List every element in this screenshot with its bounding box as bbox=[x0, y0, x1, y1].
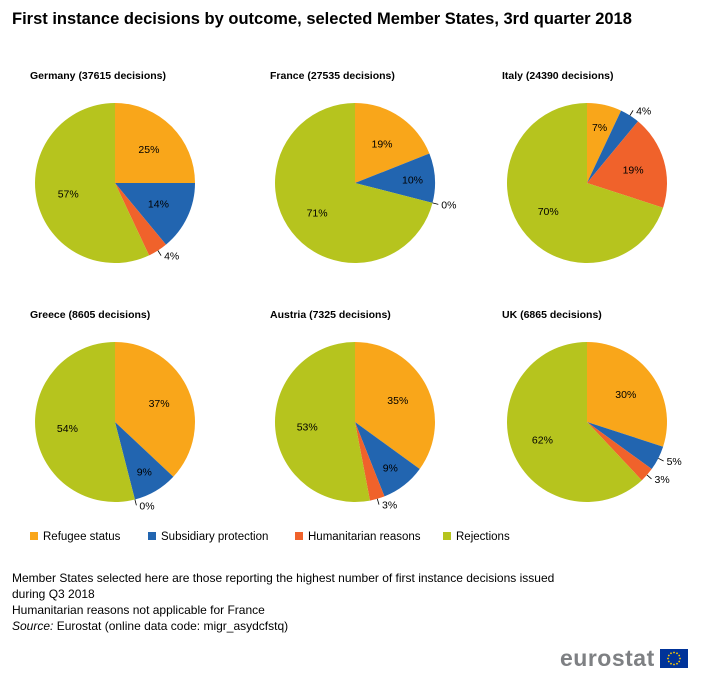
pie-data-label: 10% bbox=[402, 174, 423, 186]
pie-leader-line bbox=[157, 250, 162, 256]
pie-data-label: 54% bbox=[57, 423, 78, 435]
pie-leader-line bbox=[629, 110, 634, 116]
legend-label: Subsidiary protection bbox=[161, 531, 269, 543]
pie-slice-refugee-status bbox=[587, 342, 667, 447]
source-line: Source: Eurostat (online data code: migr… bbox=[12, 618, 554, 634]
pie-slice-subsidiary-protection bbox=[355, 422, 420, 497]
pie-data-label: 9% bbox=[137, 467, 152, 479]
pie-slice-rejections bbox=[274, 341, 370, 502]
pie-data-label: 70% bbox=[538, 206, 559, 218]
pie-data-label: 35% bbox=[387, 395, 408, 407]
eu-star bbox=[670, 662, 672, 665]
pie-title: Greece (8605 decisions) bbox=[30, 309, 150, 321]
footnote-line: during Q3 2018 bbox=[12, 587, 95, 601]
source-text: Eurostat (online data code: migr_asydcfs… bbox=[53, 619, 289, 633]
pie-data-label: 4% bbox=[636, 105, 651, 117]
pie-slice-rejections bbox=[275, 103, 433, 263]
pie-data-label: 5% bbox=[667, 456, 682, 468]
pie-slice-refugee-status bbox=[115, 342, 195, 477]
pie-leader-line bbox=[134, 499, 137, 506]
eu-star bbox=[678, 660, 681, 663]
footnotes: Member States selected here are those re… bbox=[12, 570, 554, 634]
pie-data-label: 9% bbox=[383, 463, 398, 475]
pie-slice-rejections bbox=[35, 103, 150, 263]
pie-slice-subsidiary-protection bbox=[587, 110, 638, 183]
eu-star bbox=[676, 662, 678, 665]
pie-slice-rejections bbox=[506, 103, 664, 263]
eu-star bbox=[667, 660, 670, 663]
pie-title: Germany (37615 decisions) bbox=[30, 70, 166, 82]
pie-slice-refugee-status bbox=[587, 103, 622, 183]
legend-swatch-subsidiary-protection bbox=[148, 532, 156, 540]
pie-slice-subsidiary-protection bbox=[115, 422, 174, 500]
legend-item-refugee-status: Refugee status bbox=[30, 531, 120, 543]
pie-slice-humanitarian-reasons bbox=[587, 121, 667, 208]
legend-swatch-rejections bbox=[443, 532, 451, 540]
pie-data-label: 7% bbox=[592, 122, 607, 134]
pie-data-label: 53% bbox=[297, 422, 318, 434]
footnote-line: Humanitarian reasons not applicable for … bbox=[12, 603, 265, 617]
pie-slice-subsidiary-protection bbox=[587, 422, 664, 470]
pie-slice-subsidiary-protection bbox=[355, 153, 436, 203]
eu-flag-icon bbox=[660, 649, 688, 668]
pie-data-label: 0% bbox=[139, 500, 154, 512]
pie-data-label: 25% bbox=[138, 144, 159, 156]
pie-slice-humanitarian-reasons bbox=[355, 422, 385, 501]
eu-star bbox=[676, 652, 678, 655]
logo-text: eurostat bbox=[560, 645, 655, 671]
eu-star bbox=[670, 652, 672, 655]
pie-data-label: 3% bbox=[382, 500, 397, 512]
eu-star bbox=[673, 663, 675, 666]
pie-title: Austria (7325 decisions) bbox=[270, 309, 391, 321]
eu-star bbox=[679, 657, 681, 660]
pie-slice-humanitarian-reasons bbox=[587, 422, 652, 481]
pie-data-label: 19% bbox=[371, 138, 392, 150]
legend-swatch-refugee-status bbox=[30, 532, 38, 540]
eu-star bbox=[673, 651, 675, 654]
legend-item-subsidiary-protection: Subsidiary protection bbox=[148, 531, 268, 543]
pie-data-label: 62% bbox=[532, 435, 553, 447]
pie-slice-refugee-status bbox=[355, 103, 430, 183]
legend-label: Humanitarian reasons bbox=[308, 531, 421, 543]
pie-data-label: 37% bbox=[149, 398, 170, 410]
pie-charts: Germany (37615 decisions) 25% 14% 4% 57% Fran… bbox=[30, 70, 682, 512]
legend-label: Rejections bbox=[456, 531, 510, 543]
pie-data-label: 3% bbox=[655, 474, 670, 486]
pie-leader-line bbox=[432, 202, 439, 205]
legend-item-humanitarian-reasons: Humanitarian reasons bbox=[295, 531, 421, 543]
pie-leader-line bbox=[646, 474, 652, 480]
pie-slice-rejections bbox=[506, 342, 642, 502]
pie-data-label: 14% bbox=[148, 198, 169, 210]
pie-data-label: 19% bbox=[623, 165, 644, 177]
pie-data-label: 57% bbox=[58, 189, 79, 201]
pie-leader-line bbox=[658, 457, 664, 462]
pie-data-label: 4% bbox=[164, 251, 179, 263]
pie-data-label: 71% bbox=[307, 207, 328, 219]
eu-star bbox=[667, 654, 670, 657]
legend-label: Refugee status bbox=[43, 531, 121, 543]
pie-slice-humanitarian-reasons bbox=[115, 183, 166, 256]
footnote-line: Member States selected here are those re… bbox=[12, 571, 555, 585]
pie-data-label: 0% bbox=[441, 199, 456, 211]
source-label: Source: bbox=[12, 619, 54, 633]
pie-slice-subsidiary-protection bbox=[115, 183, 195, 245]
pie-title: France (27535 decisions) bbox=[270, 70, 395, 82]
eu-star bbox=[667, 657, 669, 660]
pie-title: Italy (24390 decisions) bbox=[502, 70, 613, 82]
pie-slice-rejections bbox=[35, 342, 135, 502]
pie-slice-refugee-status bbox=[355, 342, 435, 470]
eu-star bbox=[678, 654, 681, 657]
pie-slice-refugee-status bbox=[115, 103, 195, 183]
pie-title: UK (6865 decisions) bbox=[502, 309, 602, 321]
legend-swatch-humanitarian-reasons bbox=[295, 532, 303, 540]
pie-data-label: 30% bbox=[615, 389, 636, 401]
chart-title: First instance decisions by outcome, sel… bbox=[12, 10, 632, 28]
pie-leader-line bbox=[376, 498, 380, 505]
legend-item-rejections: Rejections bbox=[443, 531, 510, 543]
